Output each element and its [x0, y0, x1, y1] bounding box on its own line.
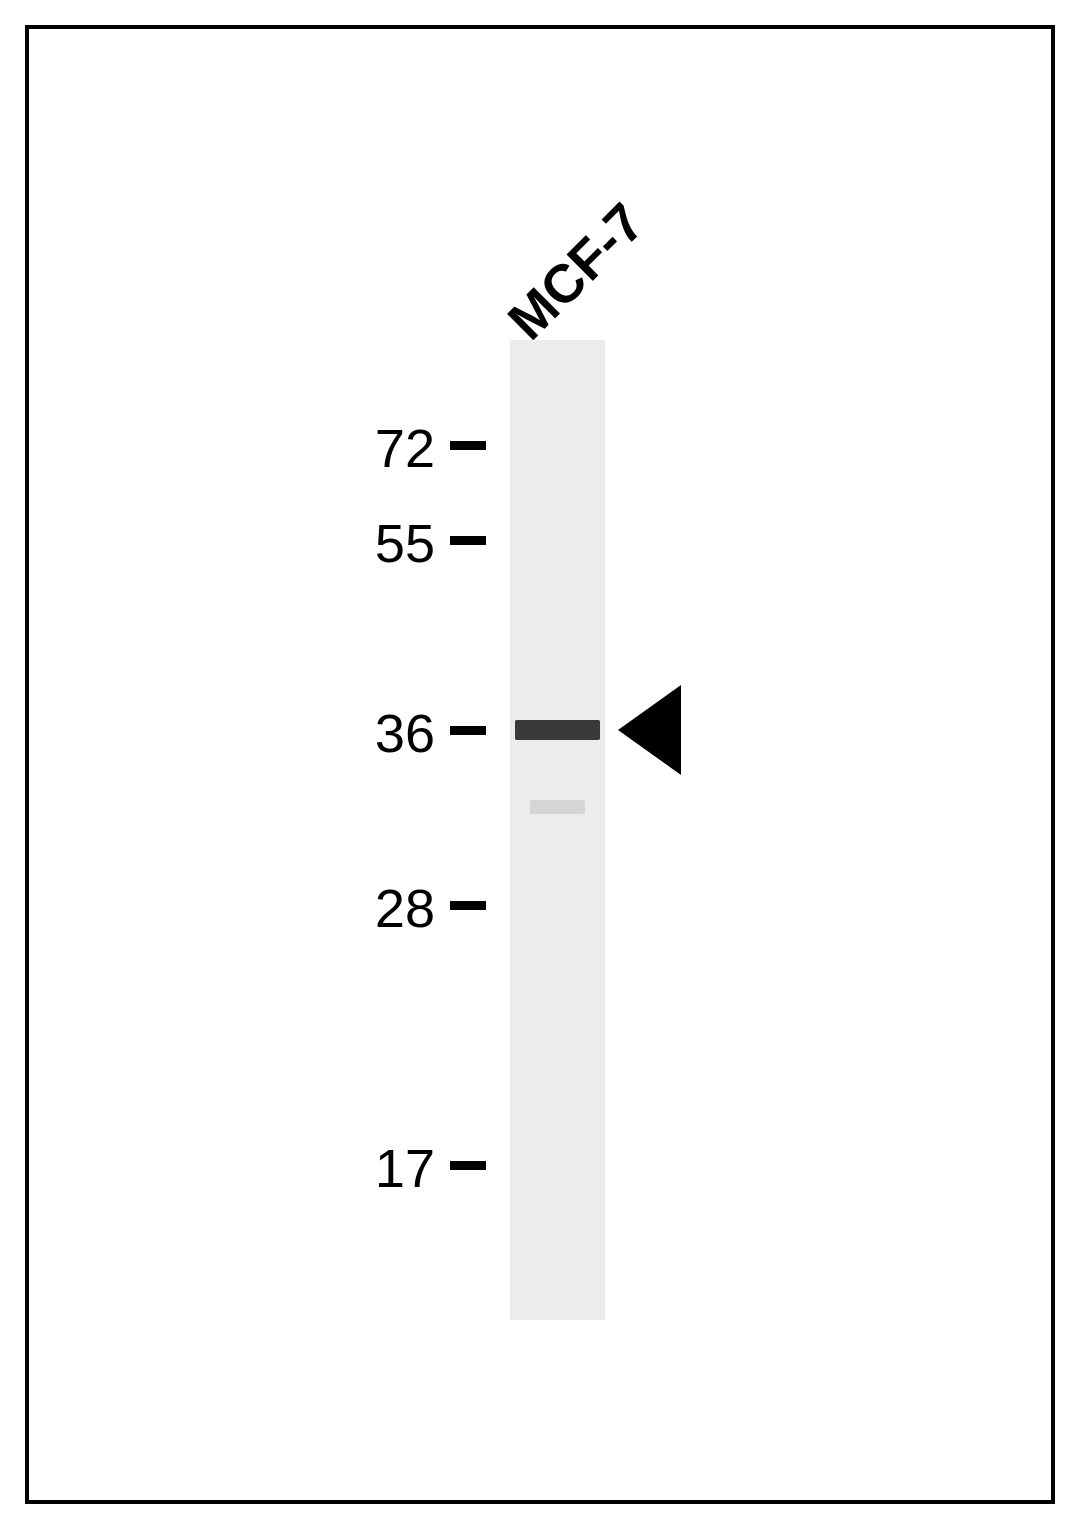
- marker-tick-2: [450, 726, 486, 735]
- lane-label: MCF-7: [496, 191, 657, 352]
- lane-strip: [510, 340, 605, 1320]
- marker-label-2: 36: [345, 703, 435, 765]
- arrowhead-icon: [618, 685, 681, 775]
- blot-content: MCF-7 72 55 36 28 17: [29, 29, 1051, 1500]
- marker-tick-4: [450, 1161, 486, 1170]
- marker-label-1: 55: [345, 513, 435, 575]
- marker-tick-0: [450, 441, 486, 450]
- marker-label-0: 72: [345, 418, 435, 480]
- band-main: [515, 720, 600, 740]
- marker-tick-1: [450, 536, 486, 545]
- marker-label-4: 17: [345, 1138, 435, 1200]
- marker-tick-3: [450, 901, 486, 910]
- marker-label-3: 28: [345, 878, 435, 940]
- band-faint: [530, 800, 585, 814]
- blot-frame: MCF-7 72 55 36 28 17: [25, 25, 1055, 1504]
